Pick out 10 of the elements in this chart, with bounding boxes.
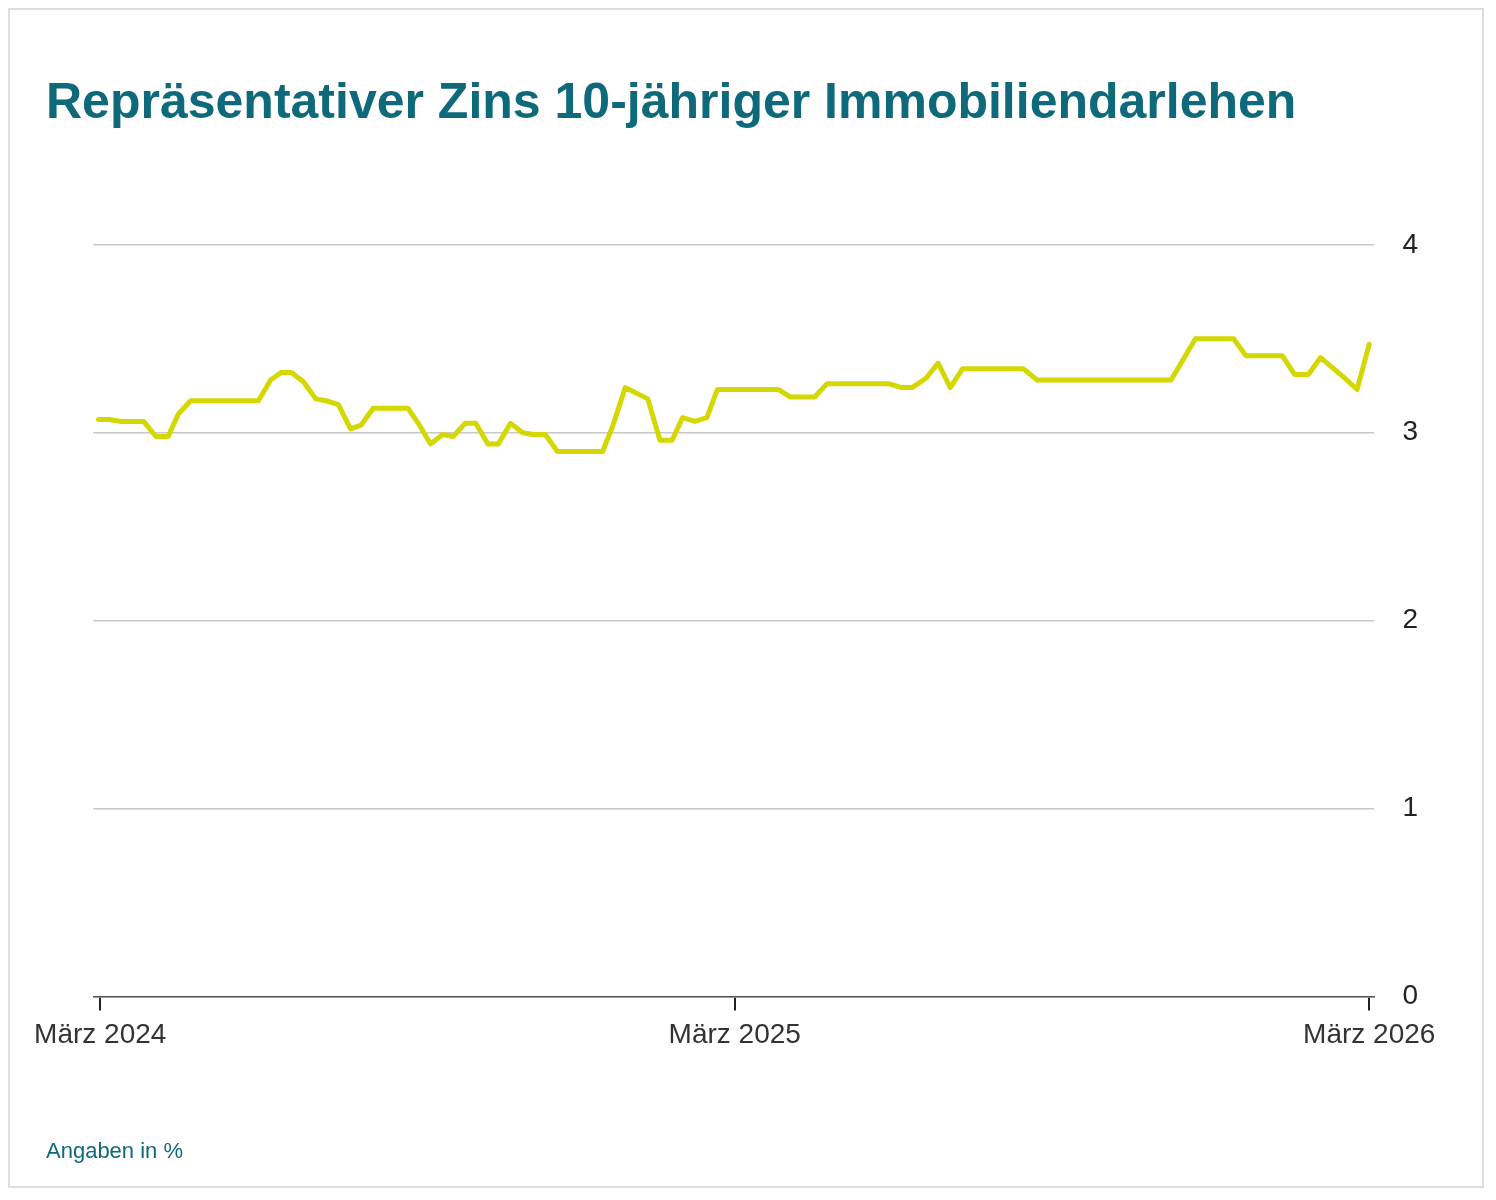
y-tick-label: 0 bbox=[1402, 979, 1419, 1011]
x-tick-label: März 2024 bbox=[34, 1017, 167, 1049]
y-tick-label: 2 bbox=[1402, 603, 1419, 635]
x-tick-label: März 2025 bbox=[668, 1017, 801, 1049]
y-tick-label: 3 bbox=[1402, 415, 1419, 447]
y-tick-label: 1 bbox=[1402, 791, 1419, 823]
chart-title: Repräsentativer Zins 10-jähriger Immobiliendarlehen bbox=[46, 72, 1297, 130]
text: Angaben in % bbox=[46, 1138, 183, 1164]
x-tick-label: März 2026 bbox=[1303, 1017, 1436, 1049]
y-tick-label: 4 bbox=[1402, 227, 1419, 259]
